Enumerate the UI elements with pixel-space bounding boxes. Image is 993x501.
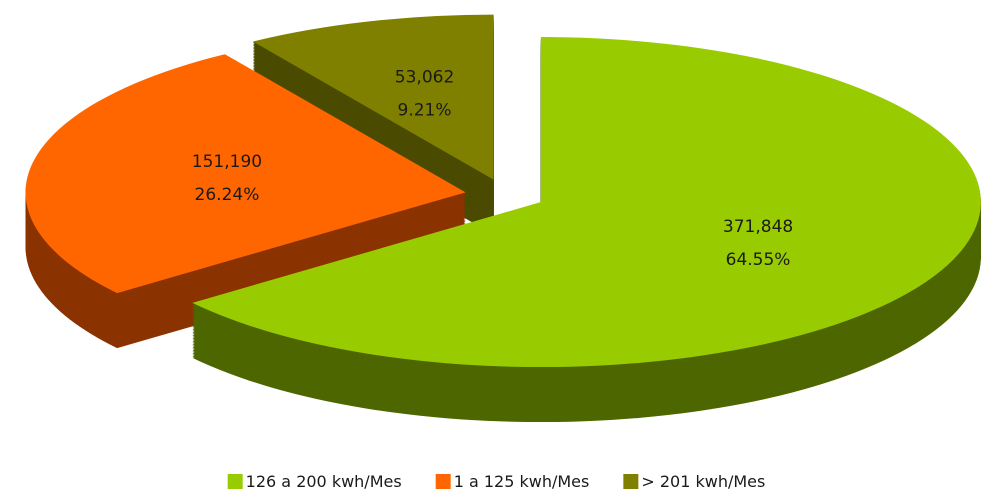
slice [192, 37, 981, 423]
legend-swatch [227, 474, 243, 489]
slice-top [192, 37, 981, 368]
legend-label: > 201 kwh/Mes [641, 472, 765, 491]
value-label: 53,062 [395, 68, 454, 88]
percentage-label: 9.21% [398, 101, 452, 121]
percentage-label: 26.24% [195, 185, 260, 205]
value-label: 151,190 [192, 152, 262, 172]
slice-top [25, 54, 466, 294]
legend: 126 a 200 kwh/Mes 1 a 125 kwh/Mes > 201 kw… [227, 472, 765, 491]
slice [25, 54, 466, 349]
percentage-label: 64.55% [726, 250, 791, 270]
value-label: 371,848 [723, 217, 793, 237]
legend-swatch [623, 474, 639, 489]
legend-swatch [435, 474, 451, 489]
legend-label: 1 a 125 kwh/Mes [454, 472, 590, 491]
legend-label: 126 a 200 kwh/Mes [246, 472, 402, 491]
slice-top [252, 14, 494, 180]
